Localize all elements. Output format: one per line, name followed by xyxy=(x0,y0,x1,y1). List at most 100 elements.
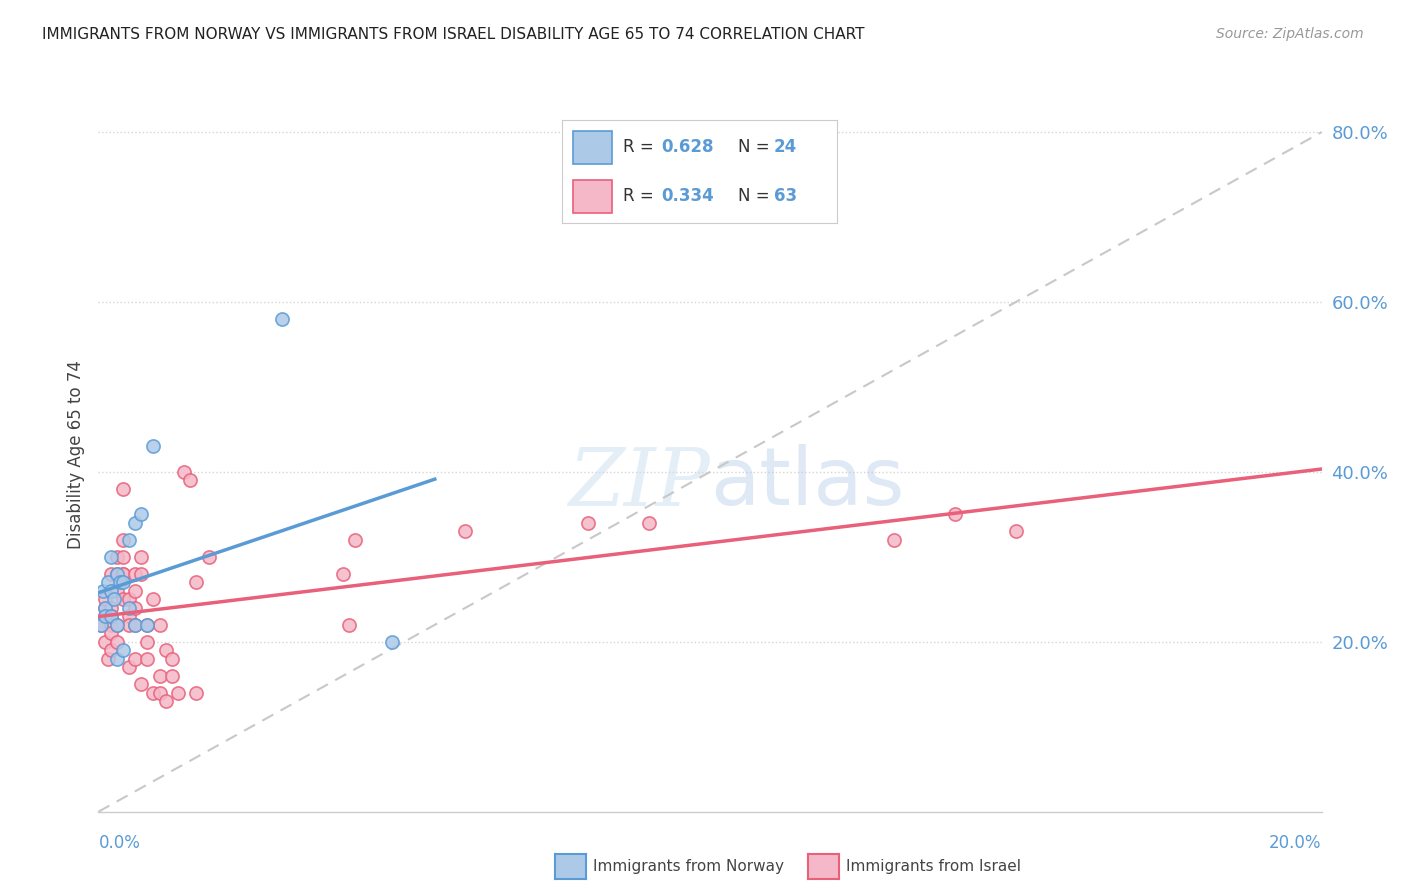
Point xyxy=(100,600,122,615)
Point xyxy=(111,566,134,581)
Point xyxy=(91,583,114,598)
Point xyxy=(142,592,165,607)
Point xyxy=(100,617,122,632)
Text: atlas: atlas xyxy=(710,444,904,523)
Point xyxy=(124,617,146,632)
Point xyxy=(160,669,183,683)
Point xyxy=(637,516,661,530)
FancyBboxPatch shape xyxy=(574,180,612,212)
Point xyxy=(179,474,201,488)
Point xyxy=(111,643,134,657)
Text: R =: R = xyxy=(623,138,659,156)
Text: Immigrants from Norway: Immigrants from Norway xyxy=(593,859,785,873)
FancyBboxPatch shape xyxy=(574,130,612,163)
Y-axis label: Disability Age 65 to 74: Disability Age 65 to 74 xyxy=(66,360,84,549)
Point xyxy=(155,643,177,657)
Point xyxy=(97,652,120,666)
Point xyxy=(93,600,115,615)
Point xyxy=(118,533,141,547)
Point xyxy=(136,617,159,632)
Text: Source: ZipAtlas.com: Source: ZipAtlas.com xyxy=(1216,27,1364,41)
Point xyxy=(100,583,122,598)
Point xyxy=(100,643,122,657)
Point xyxy=(100,549,122,564)
Point xyxy=(118,660,141,674)
Point xyxy=(332,566,354,581)
Point xyxy=(381,635,404,649)
Point xyxy=(118,592,141,607)
Point xyxy=(111,575,134,590)
Point xyxy=(167,686,190,700)
Point xyxy=(149,617,172,632)
Point xyxy=(186,686,208,700)
Point xyxy=(97,575,120,590)
Point xyxy=(105,635,128,649)
Text: R =: R = xyxy=(623,187,659,205)
Text: N =: N = xyxy=(738,187,775,205)
Point xyxy=(129,508,152,522)
Point xyxy=(197,549,219,564)
Point xyxy=(111,566,134,581)
Text: IMMIGRANTS FROM NORWAY VS IMMIGRANTS FROM ISRAEL DISABILITY AGE 65 TO 74 CORRELA: IMMIGRANTS FROM NORWAY VS IMMIGRANTS FRO… xyxy=(42,27,865,42)
Point xyxy=(173,465,195,479)
Point xyxy=(103,592,125,607)
Point xyxy=(124,566,146,581)
Point xyxy=(105,549,128,564)
Text: N =: N = xyxy=(738,138,775,156)
Point xyxy=(100,626,122,640)
Point xyxy=(186,575,208,590)
Point xyxy=(118,600,141,615)
Point xyxy=(100,566,122,581)
Point xyxy=(100,609,122,624)
Point xyxy=(1004,524,1026,539)
Text: 20.0%: 20.0% xyxy=(1270,834,1322,852)
Text: ZIP: ZIP xyxy=(568,445,710,522)
Point xyxy=(105,652,128,666)
Point xyxy=(93,600,115,615)
Point xyxy=(149,669,172,683)
Point xyxy=(118,617,141,632)
Point xyxy=(136,617,159,632)
Point xyxy=(108,575,131,590)
Point xyxy=(124,652,146,666)
Point xyxy=(129,566,152,581)
Point xyxy=(93,609,115,624)
Point xyxy=(883,533,905,547)
Point xyxy=(124,600,146,615)
Point xyxy=(93,609,115,624)
Point xyxy=(111,549,134,564)
Point xyxy=(105,566,128,581)
Point xyxy=(100,583,122,598)
Text: 0.334: 0.334 xyxy=(661,187,714,205)
Point xyxy=(142,439,165,453)
Point xyxy=(270,312,292,326)
Point xyxy=(136,635,159,649)
Point xyxy=(142,686,165,700)
Text: 63: 63 xyxy=(773,187,797,205)
Point xyxy=(90,617,112,632)
Text: 0.0%: 0.0% xyxy=(98,834,141,852)
Point xyxy=(105,617,128,632)
Point xyxy=(105,617,128,632)
Point xyxy=(90,617,112,632)
Point xyxy=(943,508,966,522)
Point xyxy=(454,524,477,539)
Point xyxy=(337,617,360,632)
Point xyxy=(129,549,152,564)
Point xyxy=(93,592,115,607)
Point xyxy=(93,635,115,649)
Point xyxy=(155,694,177,708)
Point xyxy=(344,533,367,547)
Text: 0.628: 0.628 xyxy=(661,138,714,156)
Point xyxy=(160,652,183,666)
Text: Immigrants from Israel: Immigrants from Israel xyxy=(846,859,1021,873)
Point xyxy=(124,617,146,632)
Point xyxy=(105,583,128,598)
Point xyxy=(576,516,599,530)
Text: 24: 24 xyxy=(773,138,797,156)
Point xyxy=(105,566,128,581)
Point xyxy=(149,686,172,700)
Point xyxy=(100,609,122,624)
Point xyxy=(118,609,141,624)
Point xyxy=(111,482,134,496)
